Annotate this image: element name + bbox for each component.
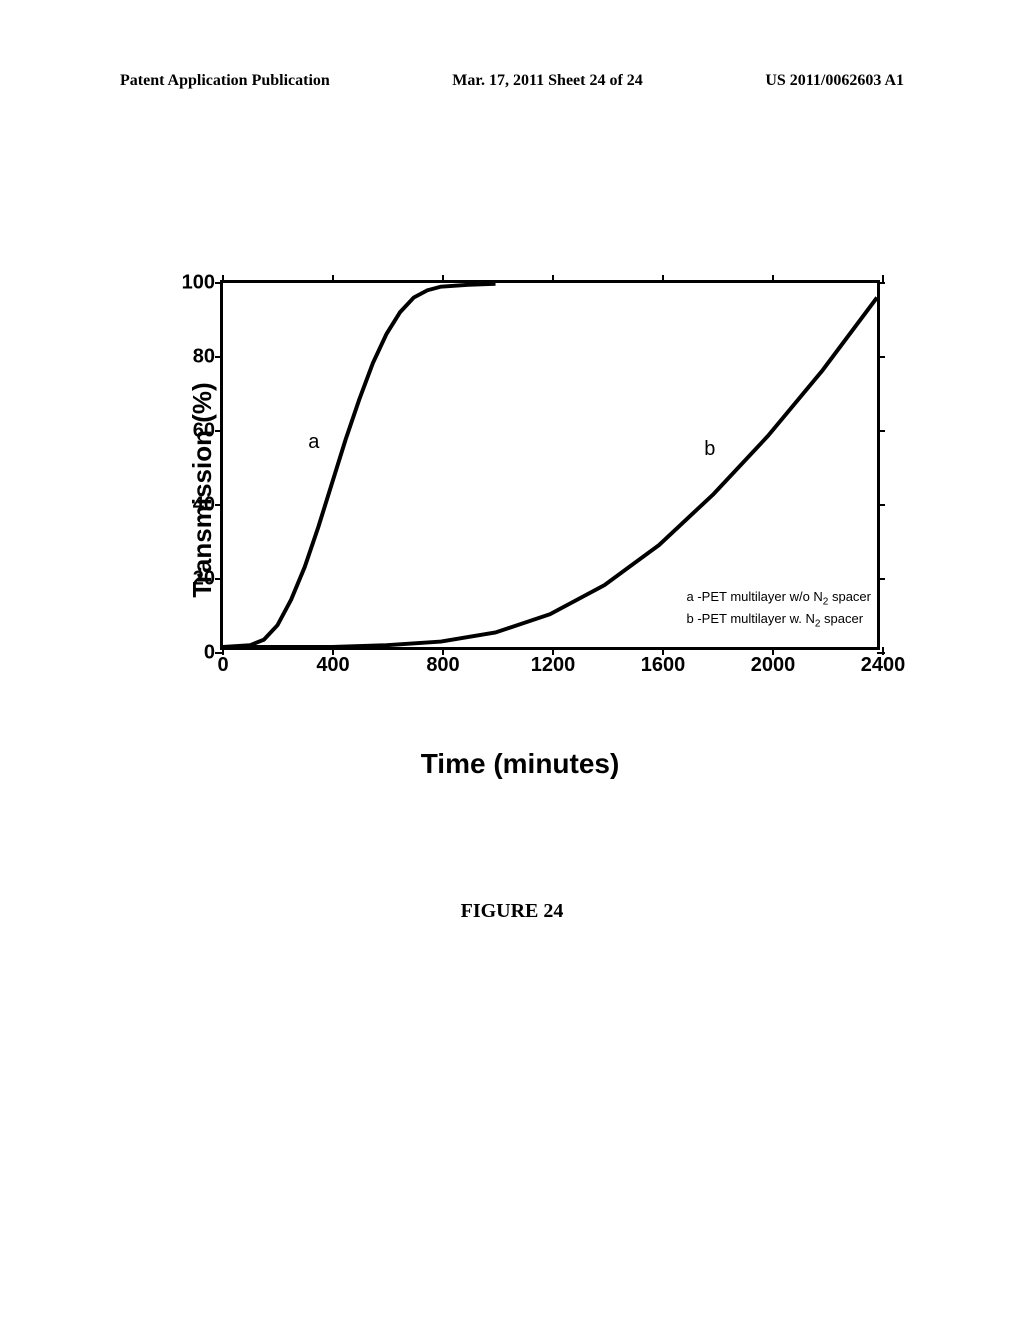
- x-tick-label: 2000: [751, 654, 796, 677]
- header-publication: Patent Application Publication: [120, 72, 330, 90]
- y-tick-label: 100: [173, 272, 215, 295]
- plot-area: 020406080100 04008001200160020002400 a b…: [220, 280, 880, 650]
- y-tick-label: 40: [173, 494, 215, 517]
- y-tick-label: 60: [173, 420, 215, 443]
- curve-a-line: [223, 284, 496, 647]
- x-axis-label: Time (minutes): [421, 748, 620, 780]
- y-tick-label: 80: [173, 346, 215, 369]
- curve-a-label: a: [308, 431, 319, 454]
- legend-line-b: b -PET multilayer w. N2 spacer: [687, 609, 872, 632]
- header-patent-number: US 2011/0062603 A1: [765, 72, 904, 90]
- y-tick-label: 0: [173, 642, 215, 665]
- y-tick-label: 20: [173, 568, 215, 591]
- x-tick-label: 400: [316, 654, 349, 677]
- header-date-sheet: Mar. 17, 2011 Sheet 24 of 24: [452, 72, 643, 90]
- figure-caption: FIGURE 24: [461, 900, 564, 923]
- x-tick-label: 800: [426, 654, 459, 677]
- y-axis-label: Transmission (%): [187, 382, 218, 597]
- x-tick-label: 0: [217, 654, 228, 677]
- transmission-chart: Transmission (%) Time (minutes) 02040608…: [140, 280, 900, 700]
- x-tick-label: 1600: [641, 654, 686, 677]
- curve-b-label: b: [704, 438, 715, 461]
- chart-legend: a -PET multilayer w/o N2 spacer b -PET m…: [687, 587, 872, 632]
- x-tick-label: 2400: [861, 654, 906, 677]
- x-tick-label: 1200: [531, 654, 576, 677]
- legend-line-a: a -PET multilayer w/o N2 spacer: [687, 587, 872, 610]
